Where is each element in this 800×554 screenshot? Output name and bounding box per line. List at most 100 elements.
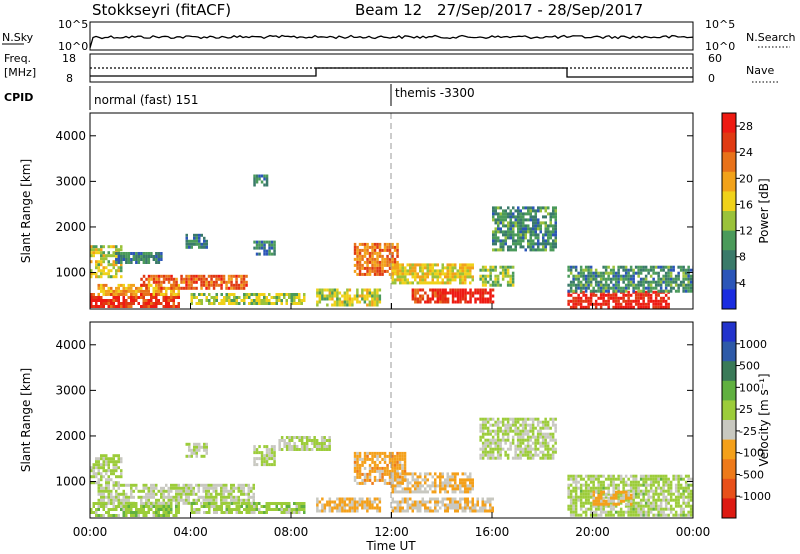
heatmap-cell — [461, 294, 465, 298]
heatmap-cell — [572, 507, 575, 511]
heatmap-cell — [647, 501, 650, 505]
heatmap-cell — [253, 183, 256, 187]
power-heatmap — [90, 174, 693, 309]
heatmap-cell — [102, 486, 105, 490]
heatmap-cell — [230, 508, 233, 511]
heatmap-cell — [602, 510, 605, 514]
heatmap-cell — [504, 274, 507, 278]
heatmap-cell — [604, 477, 608, 481]
heatmap-cell — [378, 478, 382, 482]
heatmap-cell — [464, 484, 467, 488]
heatmap-cell — [157, 261, 161, 264]
heatmap-cell — [514, 224, 517, 228]
heatmap-cell — [642, 480, 645, 484]
heatmap-cell — [519, 435, 522, 439]
heatmap-cell — [396, 260, 399, 264]
heatmap-cell — [90, 293, 93, 296]
heatmap-cell — [361, 263, 364, 267]
heatmap-cell — [429, 266, 432, 270]
heatmap-cell — [225, 286, 228, 290]
heatmap-cell — [612, 283, 615, 287]
heatmap-cell — [459, 281, 462, 285]
heatmap-cell — [303, 448, 306, 451]
heatmap-cell — [363, 506, 367, 510]
heatmap-cell — [546, 423, 550, 427]
heatmap-cell — [381, 478, 384, 482]
noise-panel-frame — [89, 21, 694, 51]
heatmap-cell — [429, 272, 432, 276]
heatmap-cell — [162, 299, 165, 302]
heatmap-cell — [574, 265, 578, 269]
heatmap-cell — [439, 487, 442, 491]
heatmap-cell — [100, 257, 103, 261]
heatmap-cell — [142, 495, 145, 499]
heatmap-cell — [424, 278, 427, 282]
heatmap-cell — [180, 280, 183, 284]
colorbar-tick-label: 8 — [739, 251, 746, 264]
velocity-ylabel: Slant Range [km] — [19, 368, 33, 472]
heatmap-cell — [662, 474, 665, 478]
heatmap-cell — [589, 474, 593, 478]
heatmap-cell — [198, 448, 201, 452]
heatmap-cell — [175, 495, 178, 499]
heatmap-cell — [117, 258, 121, 261]
heatmap-cell — [652, 265, 655, 269]
heatmap-cell — [464, 281, 467, 285]
heatmap-cell — [449, 291, 452, 295]
heatmap-cell — [617, 490, 620, 494]
heatmap-cell — [471, 263, 474, 267]
heatmap-cell — [107, 511, 110, 514]
heatmap-cell — [466, 475, 469, 479]
heatmap-cell — [446, 269, 449, 273]
heatmap-cell — [459, 484, 462, 488]
heatmap-cell — [255, 505, 258, 508]
heatmap-cell — [441, 484, 444, 488]
heatmap-cell — [288, 502, 291, 505]
heatmap-cell — [185, 239, 188, 243]
heatmap-cell — [233, 296, 236, 299]
heatmap-cell — [170, 483, 173, 487]
heatmap-cell — [584, 296, 588, 300]
heatmap-cell — [617, 280, 620, 284]
heatmap-cell — [225, 483, 228, 487]
heatmap-cell — [394, 263, 397, 267]
heatmap-cell — [597, 493, 600, 497]
heatmap-cell — [245, 502, 248, 505]
heatmap-cell — [644, 489, 648, 493]
heatmap-cell — [594, 274, 598, 278]
heatmap-cell — [348, 506, 352, 510]
heatmap-cell — [190, 296, 193, 299]
heatmap-cell — [278, 502, 281, 505]
heatmap-cell — [436, 500, 439, 504]
heatmap-cell — [587, 305, 590, 309]
heatmap-cell — [622, 299, 625, 303]
heatmap-cell — [552, 224, 555, 228]
heatmap-cell — [441, 472, 444, 476]
heatmap-cell — [230, 280, 233, 284]
heatmap-cell — [212, 483, 215, 487]
heatmap-cell — [336, 294, 339, 298]
heatmap-cell — [328, 436, 331, 439]
heatmap-cell — [637, 492, 640, 496]
heatmap-cell — [551, 420, 555, 424]
heatmap-cell — [399, 509, 402, 513]
heatmap-cell — [366, 291, 369, 295]
heatmap-cell — [411, 472, 414, 476]
heatmap-cell — [522, 230, 525, 234]
heatmap-cell — [511, 438, 515, 442]
heatmap-cell — [235, 277, 238, 281]
heatmap-cell — [338, 291, 342, 295]
heatmap-cell — [95, 508, 98, 511]
heatmap-cell — [630, 499, 633, 503]
heatmap-cell — [446, 484, 449, 488]
heatmap-cell — [426, 275, 429, 279]
heatmap-cell — [684, 283, 688, 287]
heatmap-cell — [419, 487, 422, 491]
heatmap-cell — [127, 261, 131, 264]
heatmap-cell — [406, 506, 409, 510]
heatmap-cell — [215, 501, 218, 505]
heatmap-cell — [386, 269, 389, 273]
heatmap-cell — [242, 492, 245, 496]
heatmap-cell — [597, 502, 600, 506]
heatmap-cell — [333, 288, 337, 292]
